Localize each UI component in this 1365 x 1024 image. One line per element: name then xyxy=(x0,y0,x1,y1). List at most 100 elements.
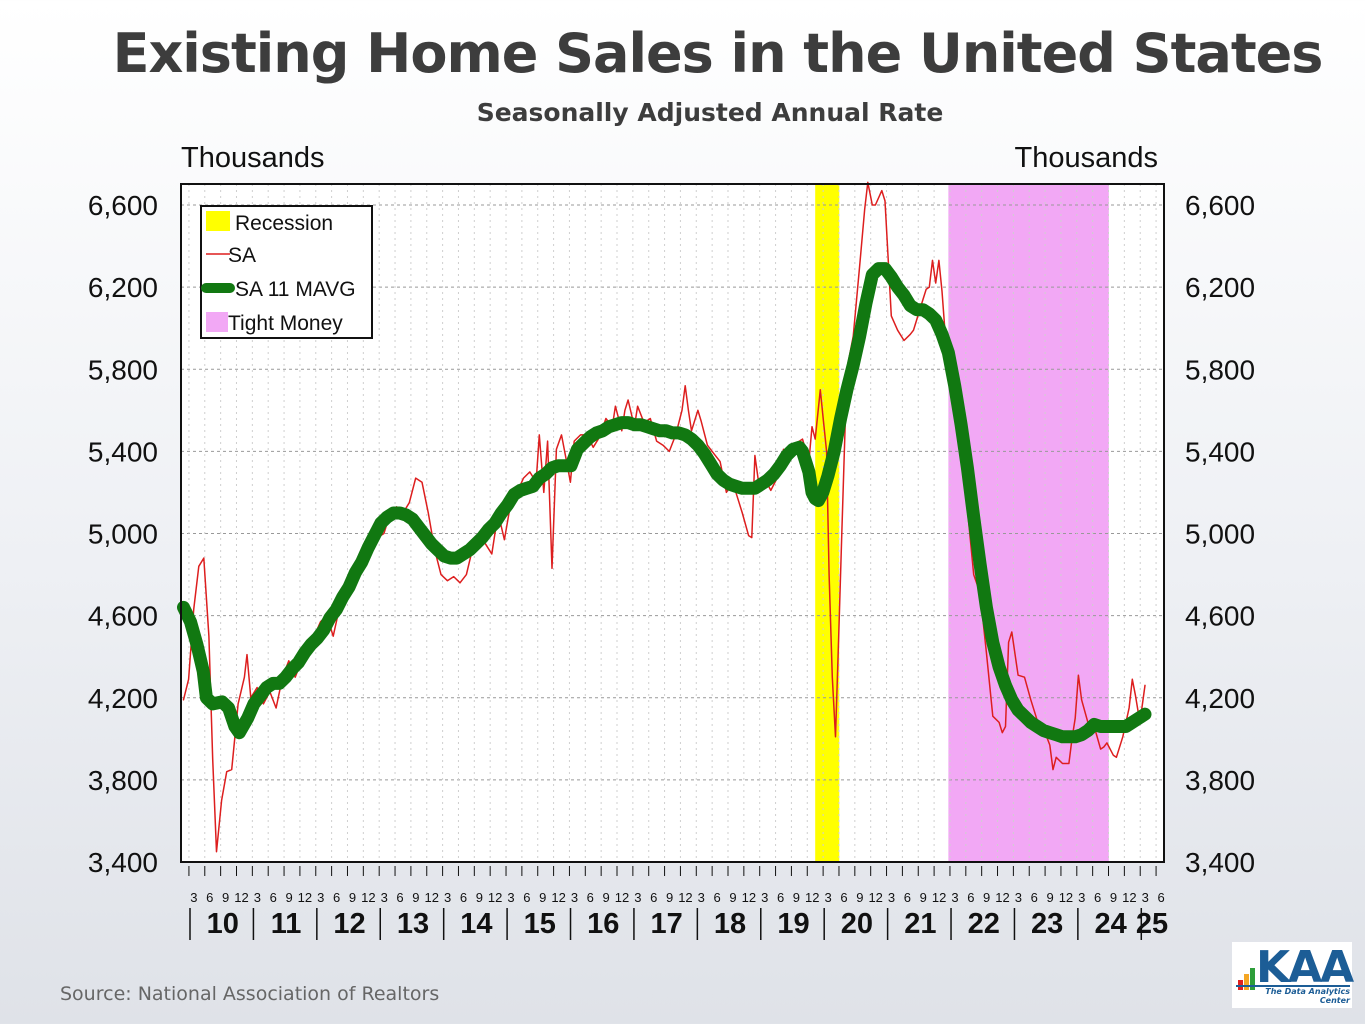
page-title: Existing Home Sales in the United States xyxy=(112,22,1324,85)
year-label: 20 xyxy=(841,908,873,940)
ylabel-right: Thousands xyxy=(1015,142,1159,174)
xtick-month-label: 3 xyxy=(1015,890,1022,905)
ytick-label-right: 3,400 xyxy=(1185,847,1255,878)
ytick-label-right: 3,800 xyxy=(1185,765,1255,796)
xtick-month-label: 9 xyxy=(285,890,292,905)
xtick-month-label: 6 xyxy=(270,890,277,905)
xtick-month-label: 9 xyxy=(793,890,800,905)
xtick-month-label: 3 xyxy=(888,890,895,905)
year-label: 25 xyxy=(1136,908,1168,940)
ytick-label-left: 3,800 xyxy=(88,765,158,796)
ytick-label-left: 5,800 xyxy=(88,354,158,385)
xtick-month-label: 12 xyxy=(742,890,756,905)
xtick-month-label: 12 xyxy=(425,890,439,905)
ytick-label-left: 6,600 xyxy=(88,190,158,221)
legend: Recession SA SA 11 MAVG Tight Money xyxy=(200,205,373,339)
xtick-month-label: 3 xyxy=(825,890,832,905)
xtick-month-label: 3 xyxy=(1078,890,1085,905)
ytick-label-right: 4,600 xyxy=(1185,601,1255,632)
plot-frame xyxy=(180,183,1165,863)
year-label: 11 xyxy=(271,908,302,940)
legend-swatch-recession xyxy=(206,211,230,231)
ytick-label-left: 5,400 xyxy=(88,436,158,467)
year-label: 16 xyxy=(587,908,619,940)
ytick-label-left: 4,600 xyxy=(88,601,158,632)
xtick-month-label: 6 xyxy=(967,890,974,905)
xtick-month-label: 3 xyxy=(698,890,705,905)
year-label: 14 xyxy=(460,908,492,940)
xtick-month-label: 6 xyxy=(714,890,721,905)
xtick-month-label: 9 xyxy=(920,890,927,905)
xtick-month-label: 3 xyxy=(634,890,641,905)
xtick-month-label: 3 xyxy=(190,890,197,905)
xtick-month-label: 3 xyxy=(317,890,324,905)
year-label: 24 xyxy=(1094,908,1126,940)
xtick-month-label: 6 xyxy=(1094,890,1101,905)
xtick-month-label: 6 xyxy=(904,890,911,905)
ytick-label-left: 3,400 xyxy=(88,847,158,878)
xtick-month-label: 9 xyxy=(666,890,673,905)
year-label: 13 xyxy=(397,908,429,940)
xtick-month-label: 3 xyxy=(381,890,388,905)
ytick-label-right: 6,200 xyxy=(1185,272,1255,303)
logo-tagline: The Data Analytics Center xyxy=(1236,985,1350,1005)
xtick-month-label: 3 xyxy=(507,890,514,905)
xtick-month-label: 9 xyxy=(603,890,610,905)
legend-label-sa: SA xyxy=(228,244,256,267)
xtick-month-label: 12 xyxy=(298,890,312,905)
xtick-month-label: 12 xyxy=(678,890,692,905)
legend-label-mavg: SA 11 MAVG xyxy=(235,278,356,301)
xtick-month-label: 3 xyxy=(571,890,578,905)
xtick-month-label: 6 xyxy=(206,890,213,905)
ytick-label-left: 6,200 xyxy=(88,272,158,303)
xtick-month-label: 9 xyxy=(729,890,736,905)
xtick-month-label: 12 xyxy=(932,890,946,905)
xtick-month-label: 6 xyxy=(396,890,403,905)
year-label: 12 xyxy=(333,908,365,940)
xtick-month-label: 6 xyxy=(587,890,594,905)
page-subtitle: Seasonally Adjusted Annual Rate xyxy=(476,98,944,127)
kaa-logo: KAA The Data Analytics Center xyxy=(1232,942,1354,1008)
xtick-month-label: 12 xyxy=(488,890,502,905)
legend-swatch-tight-money xyxy=(206,312,228,332)
year-label: 19 xyxy=(777,908,809,940)
xtick-month-label: 6 xyxy=(333,890,340,905)
ytick-label-left: 4,200 xyxy=(88,683,158,714)
xtick-month-label: 6 xyxy=(1157,890,1164,905)
xtick-month-label: 12 xyxy=(551,890,565,905)
xtick-month-label: 12 xyxy=(234,890,248,905)
xtick-month-label: 3 xyxy=(444,890,451,905)
xtick-month-label: 6 xyxy=(460,890,467,905)
ytick-label-right: 6,600 xyxy=(1185,190,1255,221)
xtick-month-label: 12 xyxy=(995,890,1009,905)
xtick-month-label: 3 xyxy=(761,890,768,905)
ytick-label-right: 5,400 xyxy=(1185,436,1255,467)
xtick-month-label: 3 xyxy=(254,890,261,905)
logo-text: KAA xyxy=(1256,942,1354,993)
year-label: 10 xyxy=(207,908,239,940)
xtick-month-label: 12 xyxy=(1122,890,1136,905)
xtick-month-label: 9 xyxy=(222,890,229,905)
xtick-month-label: 6 xyxy=(650,890,657,905)
xtick-month-label: 12 xyxy=(1059,890,1073,905)
year-label: 21 xyxy=(904,908,936,940)
year-label: 22 xyxy=(968,908,1000,940)
xtick-month-label: 12 xyxy=(361,890,375,905)
ytick-label-right: 4,200 xyxy=(1185,683,1255,714)
legend-label-tight-money: Tight Money xyxy=(228,312,343,335)
ytick-label-right: 5,800 xyxy=(1185,354,1255,385)
xtick-month-label: 6 xyxy=(1031,890,1038,905)
ytick-label-left: 5,000 xyxy=(88,519,158,550)
xtick-month-label: 3 xyxy=(1142,890,1149,905)
year-label: 17 xyxy=(651,908,683,940)
series-line-sa-11-mavg xyxy=(177,262,1152,744)
xtick-month-label: 9 xyxy=(476,890,483,905)
year-label: 18 xyxy=(714,908,746,940)
year-label: 15 xyxy=(524,908,556,940)
xtick-month-label: 6 xyxy=(523,890,530,905)
ytick-label-right: 5,000 xyxy=(1185,519,1255,550)
source-note: Source: National Association of Realtors xyxy=(60,983,440,1005)
xtick-month-label: 9 xyxy=(349,890,356,905)
legend-label-recession: Recession xyxy=(235,212,333,235)
